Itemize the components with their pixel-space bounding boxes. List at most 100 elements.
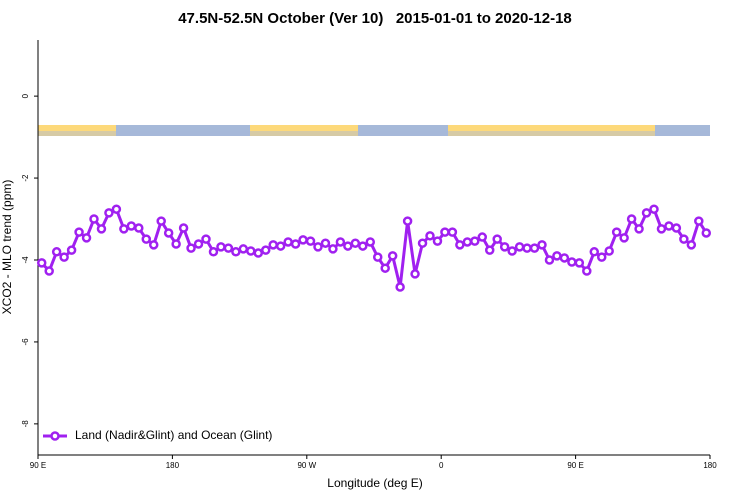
data-point <box>596 252 607 262</box>
land-ocean-strip <box>38 125 710 136</box>
data-point <box>626 214 637 224</box>
data-point <box>641 208 652 218</box>
data-point <box>328 244 338 254</box>
data-point <box>238 244 249 254</box>
data-point <box>320 238 331 248</box>
data-point <box>380 263 390 273</box>
data-point <box>410 269 420 279</box>
data-point <box>201 234 211 244</box>
data-point <box>275 241 286 251</box>
data-point <box>462 237 473 247</box>
data-point <box>208 247 219 257</box>
data-point <box>589 247 600 257</box>
data-point <box>163 228 174 238</box>
data-point <box>477 232 488 242</box>
data-point <box>44 266 54 276</box>
data-point <box>283 237 293 247</box>
x-tick-label: 180 <box>703 461 717 470</box>
data-point <box>313 242 323 252</box>
data-point <box>358 241 368 251</box>
data-point <box>440 227 450 237</box>
data-point <box>343 241 353 251</box>
data-point <box>74 227 84 237</box>
data-point <box>141 234 152 244</box>
data-point <box>567 257 577 267</box>
x-axis-label: Longitude (deg E) <box>327 476 422 490</box>
chart-title: 47.5N-52.5N October (Ver 10) 2015-01-01 … <box>178 10 572 27</box>
data-point <box>686 240 697 250</box>
x-tick-label: 90 E <box>567 461 583 470</box>
data-point <box>260 245 271 255</box>
y-tick-label: -4 <box>21 256 30 264</box>
data-point <box>514 242 525 252</box>
data-point <box>246 246 256 256</box>
y-tick-label: -2 <box>21 174 30 182</box>
data-point <box>231 247 241 257</box>
data-point <box>499 242 510 252</box>
data-point <box>604 246 614 256</box>
data-point <box>148 240 159 250</box>
data-point <box>36 258 47 268</box>
data-point <box>290 239 301 249</box>
data-point <box>178 223 189 233</box>
data-point <box>156 216 166 226</box>
data-point <box>365 237 376 247</box>
data-point <box>432 236 443 246</box>
data-point <box>537 240 547 250</box>
data-point <box>126 221 137 231</box>
land-band <box>448 125 655 136</box>
data-point <box>417 238 428 248</box>
data-point <box>59 252 69 262</box>
data-point <box>694 216 704 226</box>
x-tick-label: 0 <box>439 461 444 470</box>
data-point <box>372 252 383 262</box>
data-point <box>455 240 465 250</box>
data-point <box>611 227 622 237</box>
data-point <box>81 233 92 243</box>
data-point <box>66 245 77 255</box>
data-point <box>619 233 629 243</box>
data-point <box>529 243 540 253</box>
land-band <box>250 125 358 136</box>
data-point <box>559 253 570 263</box>
data-point <box>186 243 196 253</box>
y-tick-label: 0 <box>21 93 30 98</box>
data-point <box>649 204 659 214</box>
data-point <box>335 237 346 247</box>
data-point <box>268 240 278 250</box>
x-tick-label: 180 <box>166 461 180 470</box>
data-point <box>671 223 682 233</box>
y-tick-label: -6 <box>21 338 30 346</box>
data-point <box>119 224 129 234</box>
data-point <box>253 248 264 258</box>
land-band <box>38 125 116 136</box>
data-point <box>193 239 204 249</box>
y-axis-label: XCO2 - MLO trend (ppm) <box>0 180 14 315</box>
data-point <box>664 221 674 231</box>
data-point <box>522 243 532 253</box>
data-point <box>350 238 361 248</box>
data-point <box>634 224 644 234</box>
y-tick-label: -8 <box>21 420 30 428</box>
data-point <box>96 224 107 234</box>
x-tick-label: 90 E <box>30 461 46 470</box>
data-point <box>470 236 480 246</box>
data-point <box>402 216 413 226</box>
ocean-band <box>38 125 710 136</box>
data-point <box>552 251 562 261</box>
data-point <box>216 242 226 252</box>
data-point <box>484 245 495 255</box>
legend-label: Land (Nadir&Glint) and Ocean (Glint) <box>75 428 272 442</box>
ocean-band <box>38 131 710 136</box>
data-point <box>447 227 458 237</box>
data-point <box>544 255 555 265</box>
data-point <box>492 234 502 244</box>
data-point <box>395 282 405 292</box>
legend-marker <box>50 431 60 441</box>
data-point <box>656 224 667 234</box>
data-point <box>305 236 316 246</box>
data-point <box>89 214 99 224</box>
data-point <box>574 258 585 268</box>
data-point <box>425 231 435 241</box>
